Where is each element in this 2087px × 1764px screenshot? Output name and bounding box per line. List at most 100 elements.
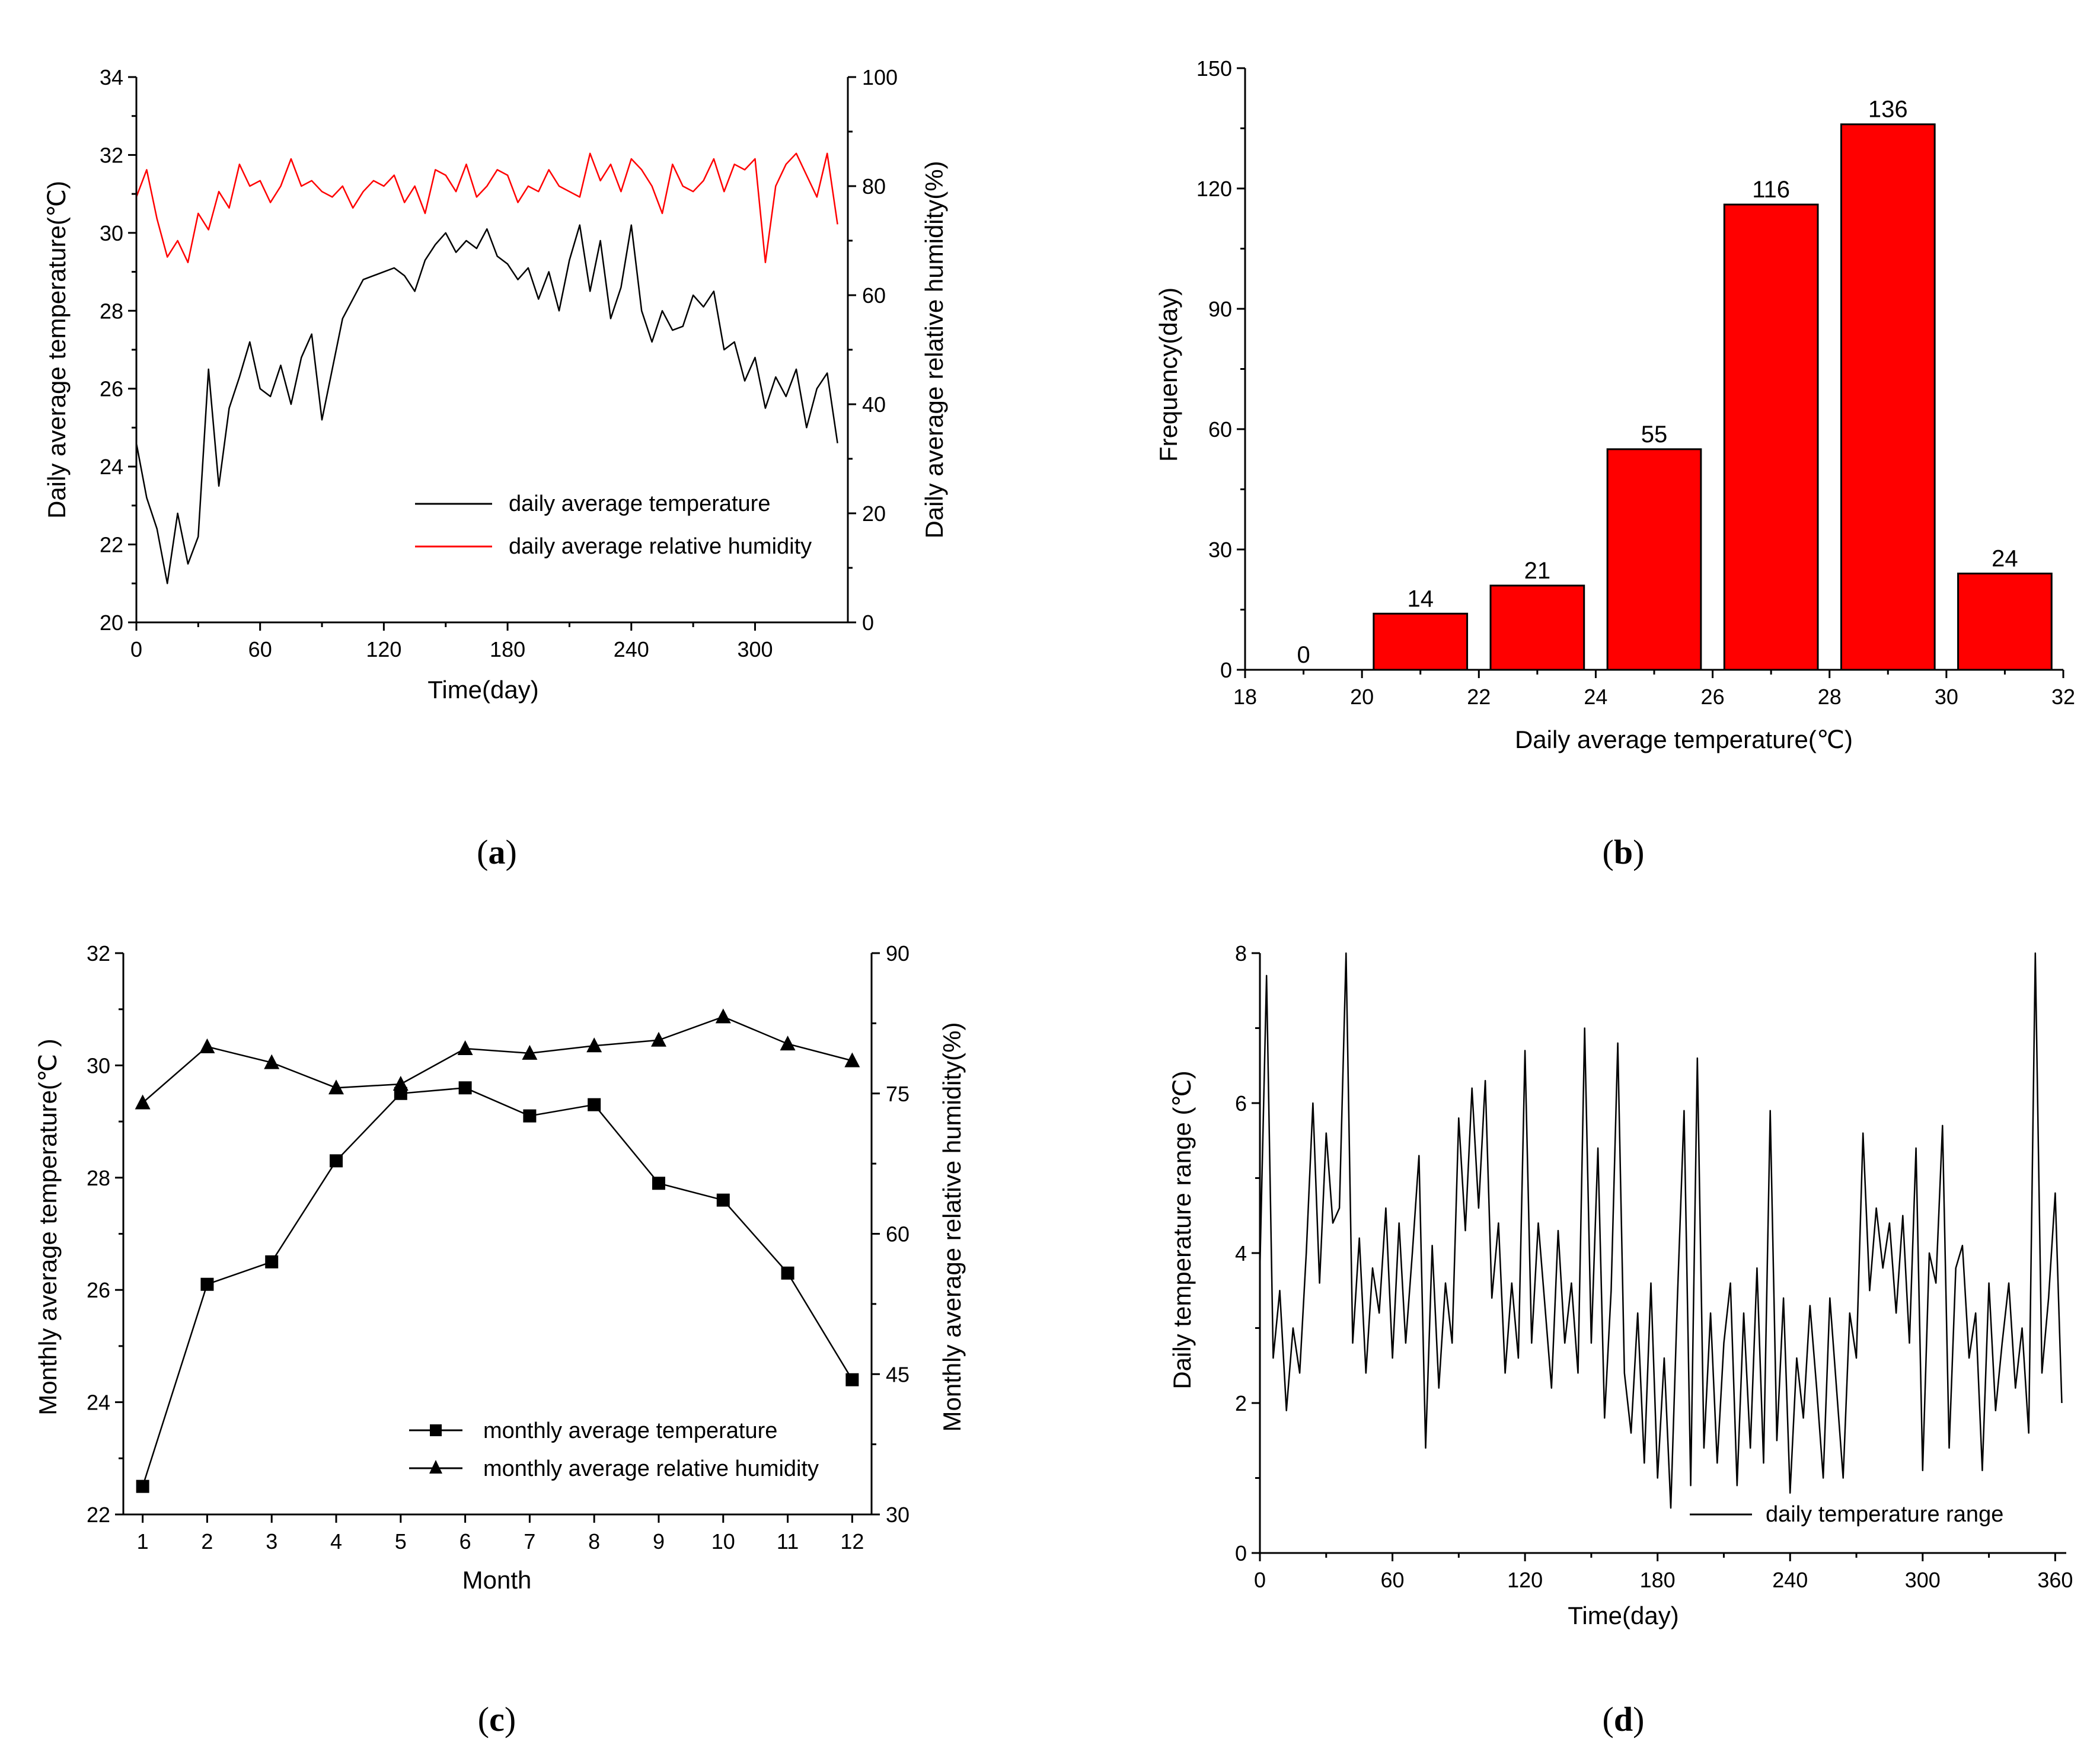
- data-point-square: [588, 1098, 601, 1111]
- series-line-temperature-range: [1259, 952, 2063, 1509]
- y-tick-label: 24: [87, 1391, 110, 1415]
- y2-tick-label: 45: [886, 1362, 910, 1386]
- x-tick-label: 120: [1507, 1568, 1543, 1592]
- y-tick-label: 30: [100, 221, 123, 245]
- y2-tick-label: 40: [862, 392, 886, 417]
- x-tick-label: 28: [1818, 685, 1842, 709]
- series-line-humidity: [135, 152, 838, 264]
- data-point-square: [200, 1277, 214, 1291]
- x-tick-label: 32: [2051, 685, 2075, 709]
- bar: [1840, 123, 1936, 671]
- x-tick-label: 2: [201, 1529, 213, 1554]
- y-axis-label: Daily temperature range (℃): [1168, 1070, 1196, 1389]
- x-tick-label: 300: [737, 637, 773, 662]
- x-tick-label: 240: [614, 637, 649, 662]
- x-tick-label: 10: [711, 1529, 735, 1554]
- y-tick-label: 30: [87, 1053, 110, 1078]
- x-tick-label: 240: [1772, 1568, 1808, 1592]
- x-tick-label: 7: [524, 1529, 535, 1554]
- bar-value-label: 0: [1297, 642, 1310, 668]
- x-tick-label: 360: [2037, 1568, 2073, 1592]
- y-tick-label: 24: [100, 455, 123, 479]
- x-tick-label: 30: [1935, 685, 1958, 709]
- y-tick-label: 28: [100, 299, 123, 323]
- y-tick-label: 6: [1235, 1091, 1247, 1116]
- data-point-triangle: [264, 1054, 280, 1069]
- data-point-triangle: [844, 1052, 860, 1068]
- y2-axis-label: Monthly average relative humidity(%): [938, 1022, 966, 1432]
- panel-label-b: (b): [1603, 833, 1645, 871]
- y-tick-label: 2: [1235, 1391, 1247, 1415]
- legend-marker-square: [430, 1424, 442, 1436]
- y2-tick-label: 75: [886, 1082, 910, 1106]
- x-tick-label: 26: [1701, 685, 1725, 709]
- bar-value-label: 21: [1524, 558, 1551, 584]
- x-axis-label: Time(day): [1568, 1602, 1678, 1629]
- y2-axis-label: Daily average relative humidity(%): [920, 161, 948, 538]
- data-point-square: [265, 1255, 279, 1268]
- y-axis-label: Frequency(day): [1154, 287, 1182, 462]
- y2-tick-label: 90: [886, 941, 910, 966]
- y-tick-label: 26: [87, 1278, 110, 1302]
- x-tick-label: 60: [1381, 1568, 1405, 1592]
- y2-tick-label: 80: [862, 174, 886, 199]
- x-tick-label: 120: [366, 637, 401, 662]
- legend: monthly average temperature monthly aver…: [409, 1418, 819, 1481]
- series-line-humidity: [142, 1015, 853, 1104]
- x-tick-label: 8: [588, 1529, 600, 1554]
- bar: [1723, 203, 1819, 671]
- y2-tick-label: 60: [886, 1222, 910, 1247]
- panel-label-c: (c): [478, 1700, 516, 1739]
- panel-d-chart: 0 60 120 180 240 300 360 0 2 4 6 8 daily temperatur…: [1168, 941, 2073, 1629]
- bar-value-label: 116: [1752, 177, 1790, 203]
- data-point-square: [330, 1154, 343, 1168]
- y-tick-label: 20: [100, 611, 123, 635]
- y-tick-label: 22: [87, 1503, 110, 1527]
- bar-value-label: 55: [1641, 421, 1668, 448]
- bar: [1606, 448, 1702, 671]
- y-axis-label: Daily average temperature(℃): [43, 181, 71, 519]
- data-point-triangle: [586, 1037, 602, 1053]
- x-tick-label: 6: [459, 1529, 471, 1554]
- data-point-square: [845, 1373, 859, 1386]
- series-line-temperature: [135, 224, 838, 584]
- y-tick-label: 120: [1196, 177, 1232, 201]
- x-axis-label: Daily average temperature(℃): [1515, 726, 1853, 753]
- x-tick-label: 3: [266, 1529, 277, 1554]
- x-tick-label: 60: [248, 637, 272, 662]
- x-tick-label: 11: [777, 1529, 799, 1554]
- legend-label-humidity: monthly average relative humidity: [483, 1456, 819, 1481]
- y-axis-label: Monthly average temperature(℃ ): [34, 1038, 62, 1415]
- y2-tick-label: 30: [886, 1503, 910, 1527]
- bar-value-label: 24: [1992, 546, 2018, 572]
- data-point-triangle: [392, 1075, 409, 1091]
- legend: daily temperature range: [1690, 1502, 2003, 1527]
- data-point-triangle: [522, 1044, 538, 1060]
- panel-label-d: (d): [1603, 1700, 1645, 1739]
- y-tick-label: 26: [100, 377, 123, 401]
- x-tick-label: 0: [130, 637, 142, 662]
- panel-b-chart: 0 14 21 55 116 136 24 18 20 22 24 26 28 30 32 0 30 60 90 1…: [1154, 56, 2075, 753]
- data-point-triangle: [328, 1079, 344, 1095]
- x-tick-label: 12: [840, 1529, 864, 1554]
- y2-tick-label: 0: [862, 611, 874, 635]
- x-tick-label: 22: [1467, 685, 1491, 709]
- x-tick-label: 4: [330, 1529, 342, 1554]
- legend: daily average temperature daily average …: [415, 491, 812, 559]
- y-tick-label: 28: [87, 1166, 110, 1190]
- data-point-square: [781, 1266, 794, 1280]
- x-tick-label: 1: [137, 1529, 149, 1554]
- bar: [1957, 573, 2053, 671]
- panel-a-chart: 0 60 120 180 240 300 20 22 24 26 28 30 32 34 0 20 40 60 80…: [43, 65, 948, 704]
- data-point-square: [458, 1081, 472, 1095]
- bar-value-label: 14: [1407, 586, 1434, 612]
- y2-tick-label: 60: [862, 283, 886, 308]
- y-tick-label: 4: [1235, 1241, 1247, 1266]
- y2-tick-label: 100: [862, 65, 898, 90]
- x-tick-label: 9: [653, 1529, 665, 1554]
- data-point-triangle: [780, 1036, 796, 1051]
- data-point-triangle: [650, 1031, 666, 1047]
- panel-label-a: (a): [477, 833, 517, 871]
- x-tick-label: 20: [1350, 685, 1374, 709]
